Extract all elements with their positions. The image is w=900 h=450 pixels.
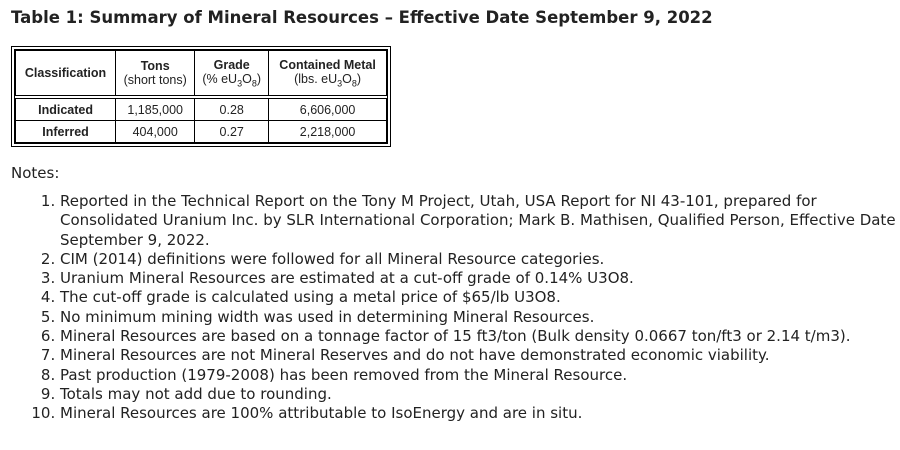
header-label: Contained Metal	[279, 57, 376, 72]
header-unit: (% eU3O8)	[202, 71, 262, 89]
note-item: No minimum mining width was used in dete…	[60, 308, 900, 327]
header-classification: Classification	[14, 50, 117, 98]
note-item: Past production (1979-2008) has been rem…	[60, 366, 900, 385]
note-item: Mineral Resources are based on a tonnage…	[60, 327, 900, 346]
header-tons: Tons (short tons)	[115, 50, 196, 98]
cell-classification: Inferred	[14, 120, 117, 143]
header-label: Classification	[24, 66, 107, 80]
cell-contained-metal: 6,606,000	[268, 95, 387, 121]
header-label: Grade	[213, 57, 250, 72]
note-item: Mineral Resources are 100% attributable …	[60, 404, 900, 423]
notes-list: Reported in the Technical Report on the …	[0, 192, 900, 424]
note-item: Mineral Resources are not Mineral Reserv…	[60, 346, 900, 365]
table-row: Inferred 404,000 0.27 2,218,000	[14, 120, 387, 143]
cell-contained-metal: 2,218,000	[268, 120, 387, 143]
header-unit: (lbs. eU3O8)	[294, 71, 362, 89]
cell-tons: 1,185,000	[115, 95, 196, 121]
cell-grade: 0.27	[194, 120, 270, 143]
mineral-resources-table: Classification Tons (short tons) Grade (% …	[11, 46, 391, 147]
header-grade: Grade (% eU3O8)	[194, 50, 270, 98]
note-item: Totals may not add due to rounding.	[60, 385, 900, 404]
note-item: The cut-off grade is calculated using a …	[60, 288, 900, 307]
table-title: Table 1: Summary of Mineral Resources – …	[11, 8, 713, 27]
note-item: Uranium Mineral Resources are estimated …	[60, 269, 900, 288]
note-item: CIM (2014) definitions were followed for…	[60, 250, 900, 269]
cell-grade: 0.28	[194, 95, 270, 121]
header-label: Tons	[140, 59, 170, 73]
cell-classification: Indicated	[14, 95, 117, 121]
note-item: Reported in the Technical Report on the …	[60, 192, 900, 250]
cell-tons: 404,000	[115, 120, 196, 143]
notes-label: Notes:	[11, 164, 60, 182]
header-contained-metal: Contained Metal (lbs. eU3O8)	[268, 50, 387, 98]
table-row: Indicated 1,185,000 0.28 6,606,000	[14, 95, 387, 121]
header-unit: (short tons)	[123, 73, 187, 87]
